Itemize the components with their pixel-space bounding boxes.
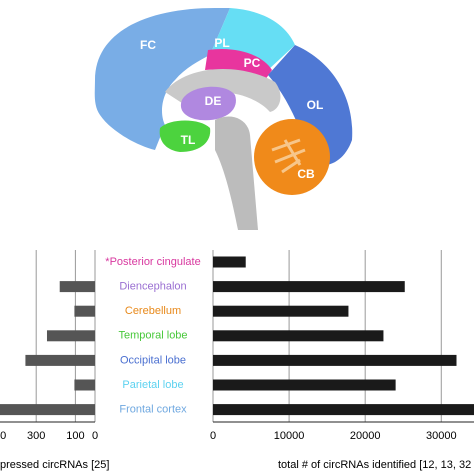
x-axis-label: pressed circRNAs [25] [0, 459, 109, 471]
region-label: FC [140, 38, 156, 52]
region-label: CB [297, 167, 315, 181]
x-tick-label: 0 [210, 430, 216, 442]
cerebellum [254, 119, 330, 195]
frontal-cortex [94, 8, 230, 150]
bar [74, 379, 95, 391]
bar [59, 281, 95, 293]
x-tick-label: 100 [66, 430, 84, 442]
category-label: Parietal lobe [122, 379, 183, 391]
bar [213, 379, 396, 391]
diencephalon [180, 86, 236, 121]
bar [213, 256, 246, 268]
bar [74, 305, 95, 317]
posterior-cingulate [205, 48, 272, 80]
x-tick-label: 30000 [426, 430, 457, 442]
region-label: OL [307, 98, 324, 112]
category-label: Occipital lobe [120, 354, 186, 366]
category-label: *Posterior cingulate [105, 256, 200, 268]
cerebellum-detail [271, 138, 306, 174]
bar [0, 404, 95, 416]
bar [213, 281, 405, 293]
x-tick-label: 10000 [274, 430, 305, 442]
temporal-lobe [159, 120, 211, 152]
x-tick-label: 500 [0, 430, 6, 442]
category-label: Frontal cortex [119, 404, 187, 416]
brainstem [215, 116, 258, 230]
region-label: DE [205, 94, 222, 108]
chart: 0 100 300 500 0 10000 20000 30000 pressed circRN… [0, 250, 474, 471]
region-label: PC [244, 56, 261, 70]
x-axis-label: total # of circRNAs identified [12, 13, … [278, 459, 471, 471]
bar [213, 404, 474, 416]
region-label: PL [214, 36, 229, 50]
category-label: Diencephalon [119, 281, 186, 293]
category-label: Cerebellum [125, 305, 181, 317]
occipital-lobe [268, 45, 353, 166]
bar [213, 354, 457, 366]
bar [25, 354, 96, 366]
brain-diagram: FC PL PC OL DE TL CB [94, 8, 353, 230]
bar [213, 330, 384, 342]
category-label: Temporal lobe [118, 330, 187, 342]
x-tick-label: 20000 [350, 430, 381, 442]
x-tick-label: 0 [92, 430, 98, 442]
parietal-lobe [210, 8, 295, 70]
x-tick-label: 300 [27, 430, 45, 442]
bar [46, 330, 95, 342]
bar [213, 305, 349, 317]
region-label: TL [181, 133, 196, 147]
